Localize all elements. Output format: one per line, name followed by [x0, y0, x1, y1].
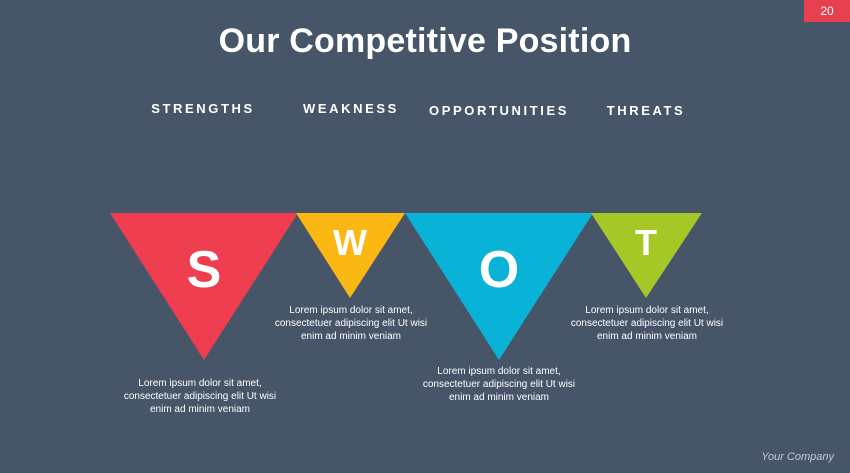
heading-threats: THREATS [606, 103, 686, 118]
description-weakness: Lorem ipsum dolor sit amet, consectetuer … [274, 305, 428, 342]
triangle-opportunities [405, 213, 593, 360]
triangle-threats [591, 213, 702, 298]
heading-opportunities: OPPORTUNITIES [429, 103, 569, 118]
heading-strengths: STRENGTHS [151, 101, 255, 116]
description-strengths: Lorem ipsum dolor sit amet, consectetuer … [123, 378, 277, 415]
letter-t: T [635, 222, 657, 263]
description-threats: Lorem ipsum dolor sit amet, consectetuer … [570, 305, 724, 342]
triangle-weakness [296, 213, 405, 298]
footer-company: Your Company [761, 451, 834, 463]
letter-w: W [333, 222, 367, 263]
heading-weakness: WEAKNESS [303, 101, 399, 116]
slide-title: Our Competitive Position [218, 22, 632, 60]
letter-o: O [479, 241, 519, 299]
description-opportunities: Lorem ipsum dolor sit amet, consectetuer … [422, 366, 576, 403]
page-number-badge: 20 [804, 0, 850, 22]
triangle-strengths [110, 213, 298, 360]
letter-s: S [187, 241, 222, 299]
